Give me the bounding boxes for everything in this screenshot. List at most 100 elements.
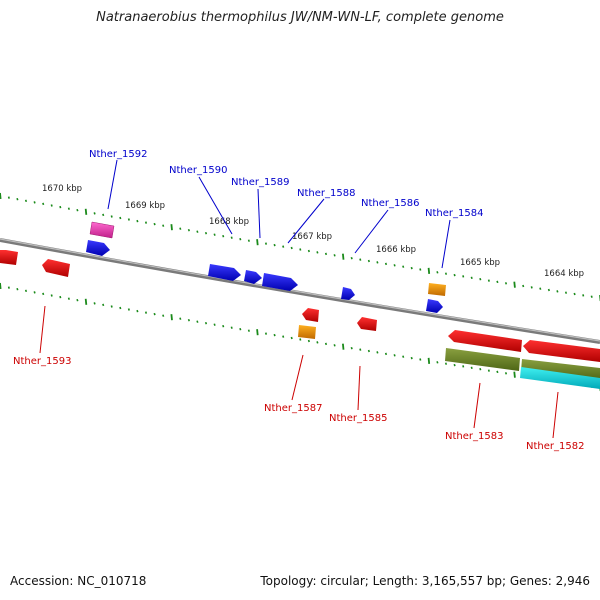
minor-tick [179,227,182,230]
minor-tick [479,277,482,281]
reverse-leaders [39,305,559,439]
minor-tick [127,218,130,221]
gene-bar-olive [445,348,520,371]
minor-tick [144,311,148,314]
minor-tick [102,213,105,217]
minor-tick [556,290,559,293]
minor-tick [162,314,165,317]
forward-leaders [107,159,451,269]
minor-tick [239,237,242,241]
minor-tick [213,233,216,236]
minor-tick [299,248,302,251]
minor-tick [204,321,208,325]
minor-tick [136,219,139,223]
minor-tick [264,332,268,335]
minor-tick [24,289,28,293]
minor-tick [110,305,113,308]
minor-tick [470,366,473,370]
scale-label: 1666 kbp [376,245,416,255]
minor-tick [350,256,353,260]
minor-tick [496,370,499,374]
accession-text: Accession: NC_010718 [10,574,147,588]
gene-label: Nther_1583 [445,431,503,442]
minor-tick [50,294,53,297]
minor-tick [187,228,190,232]
major-tick [256,239,259,246]
minor-tick [222,324,225,328]
minor-tick [67,207,70,210]
minor-tick [487,279,490,282]
minor-tick [384,352,388,356]
minor-tick [102,303,105,307]
minor-tick [393,264,396,267]
major-tick [170,224,173,231]
minor-tick [402,265,405,268]
minor-tick [333,254,336,257]
gene-arrow-blue [341,287,355,300]
minor-tick [504,282,508,285]
minor-tick [50,204,53,207]
minor-tick [153,222,156,226]
minor-tick [419,268,422,271]
minor-tick [444,362,448,365]
gene-label: Nther_1593 [13,356,71,367]
minor-tick [453,363,456,367]
minor-tick [410,356,413,360]
minor-tick [522,284,525,288]
minor-tick [384,262,388,266]
minor-tick [187,318,190,322]
minor-tick [230,326,233,329]
gene-arrow-blue [244,270,262,284]
minor-tick [376,351,379,354]
minor-tick [42,292,45,296]
minor-tick [436,271,439,274]
minor-tick [290,336,293,340]
minor-tick [479,367,482,371]
minor-tick [402,355,405,358]
minor-tick [127,308,130,311]
gene-label: Nther_1586 [361,198,419,209]
minor-tick [444,272,448,275]
minor-tick [590,295,593,298]
minor-tick [324,252,328,256]
gene-arrow-orange [428,283,446,296]
minor-tick [110,215,113,218]
gene-arrow-red [357,317,377,331]
minor-tick [42,202,45,206]
minor-tick [393,354,396,357]
minor-tick [316,341,319,344]
minor-tick [16,197,19,201]
minor-tick [7,196,10,199]
minor-tick [410,266,413,270]
gene-label: Nther_1588 [297,188,355,199]
gene-arrow-red [0,250,18,265]
minor-tick [282,245,285,248]
gene-arrow-red [523,340,600,362]
minor-tick [359,258,362,261]
minor-tick [247,239,250,242]
gene-label: Nther_1592 [89,149,147,160]
map-title: Natranaerobius thermophilus JW/NM-WN-LF,… [96,10,504,25]
minor-tick [350,346,353,350]
scale-labels: 1670 kbp 1669 kbp 1668 kbp 1667 kbp 1666… [42,184,584,279]
genome-backbone [0,238,600,344]
minor-tick [59,205,62,209]
reverse-gene-labels: Nther_1593 Nther_1587 Nther_1585 Nther_1… [13,356,584,452]
minor-tick [76,208,79,212]
minor-tick [504,372,508,375]
minor-tick [547,288,550,292]
gene-label: Nther_1590 [169,165,227,176]
minor-tick [76,298,79,302]
minor-tick [179,317,182,320]
gene-label: Nther_1582 [526,441,584,452]
gene-bar-cyan [520,367,600,389]
minor-tick [307,339,310,343]
minor-tick [453,273,456,277]
minor-tick [487,369,490,372]
major-tick [513,281,516,288]
gene-label: Nther_1589 [231,177,289,188]
gene-bar-olive [521,359,600,380]
minor-tick [367,349,370,353]
gene-arrow-blue [208,264,241,281]
